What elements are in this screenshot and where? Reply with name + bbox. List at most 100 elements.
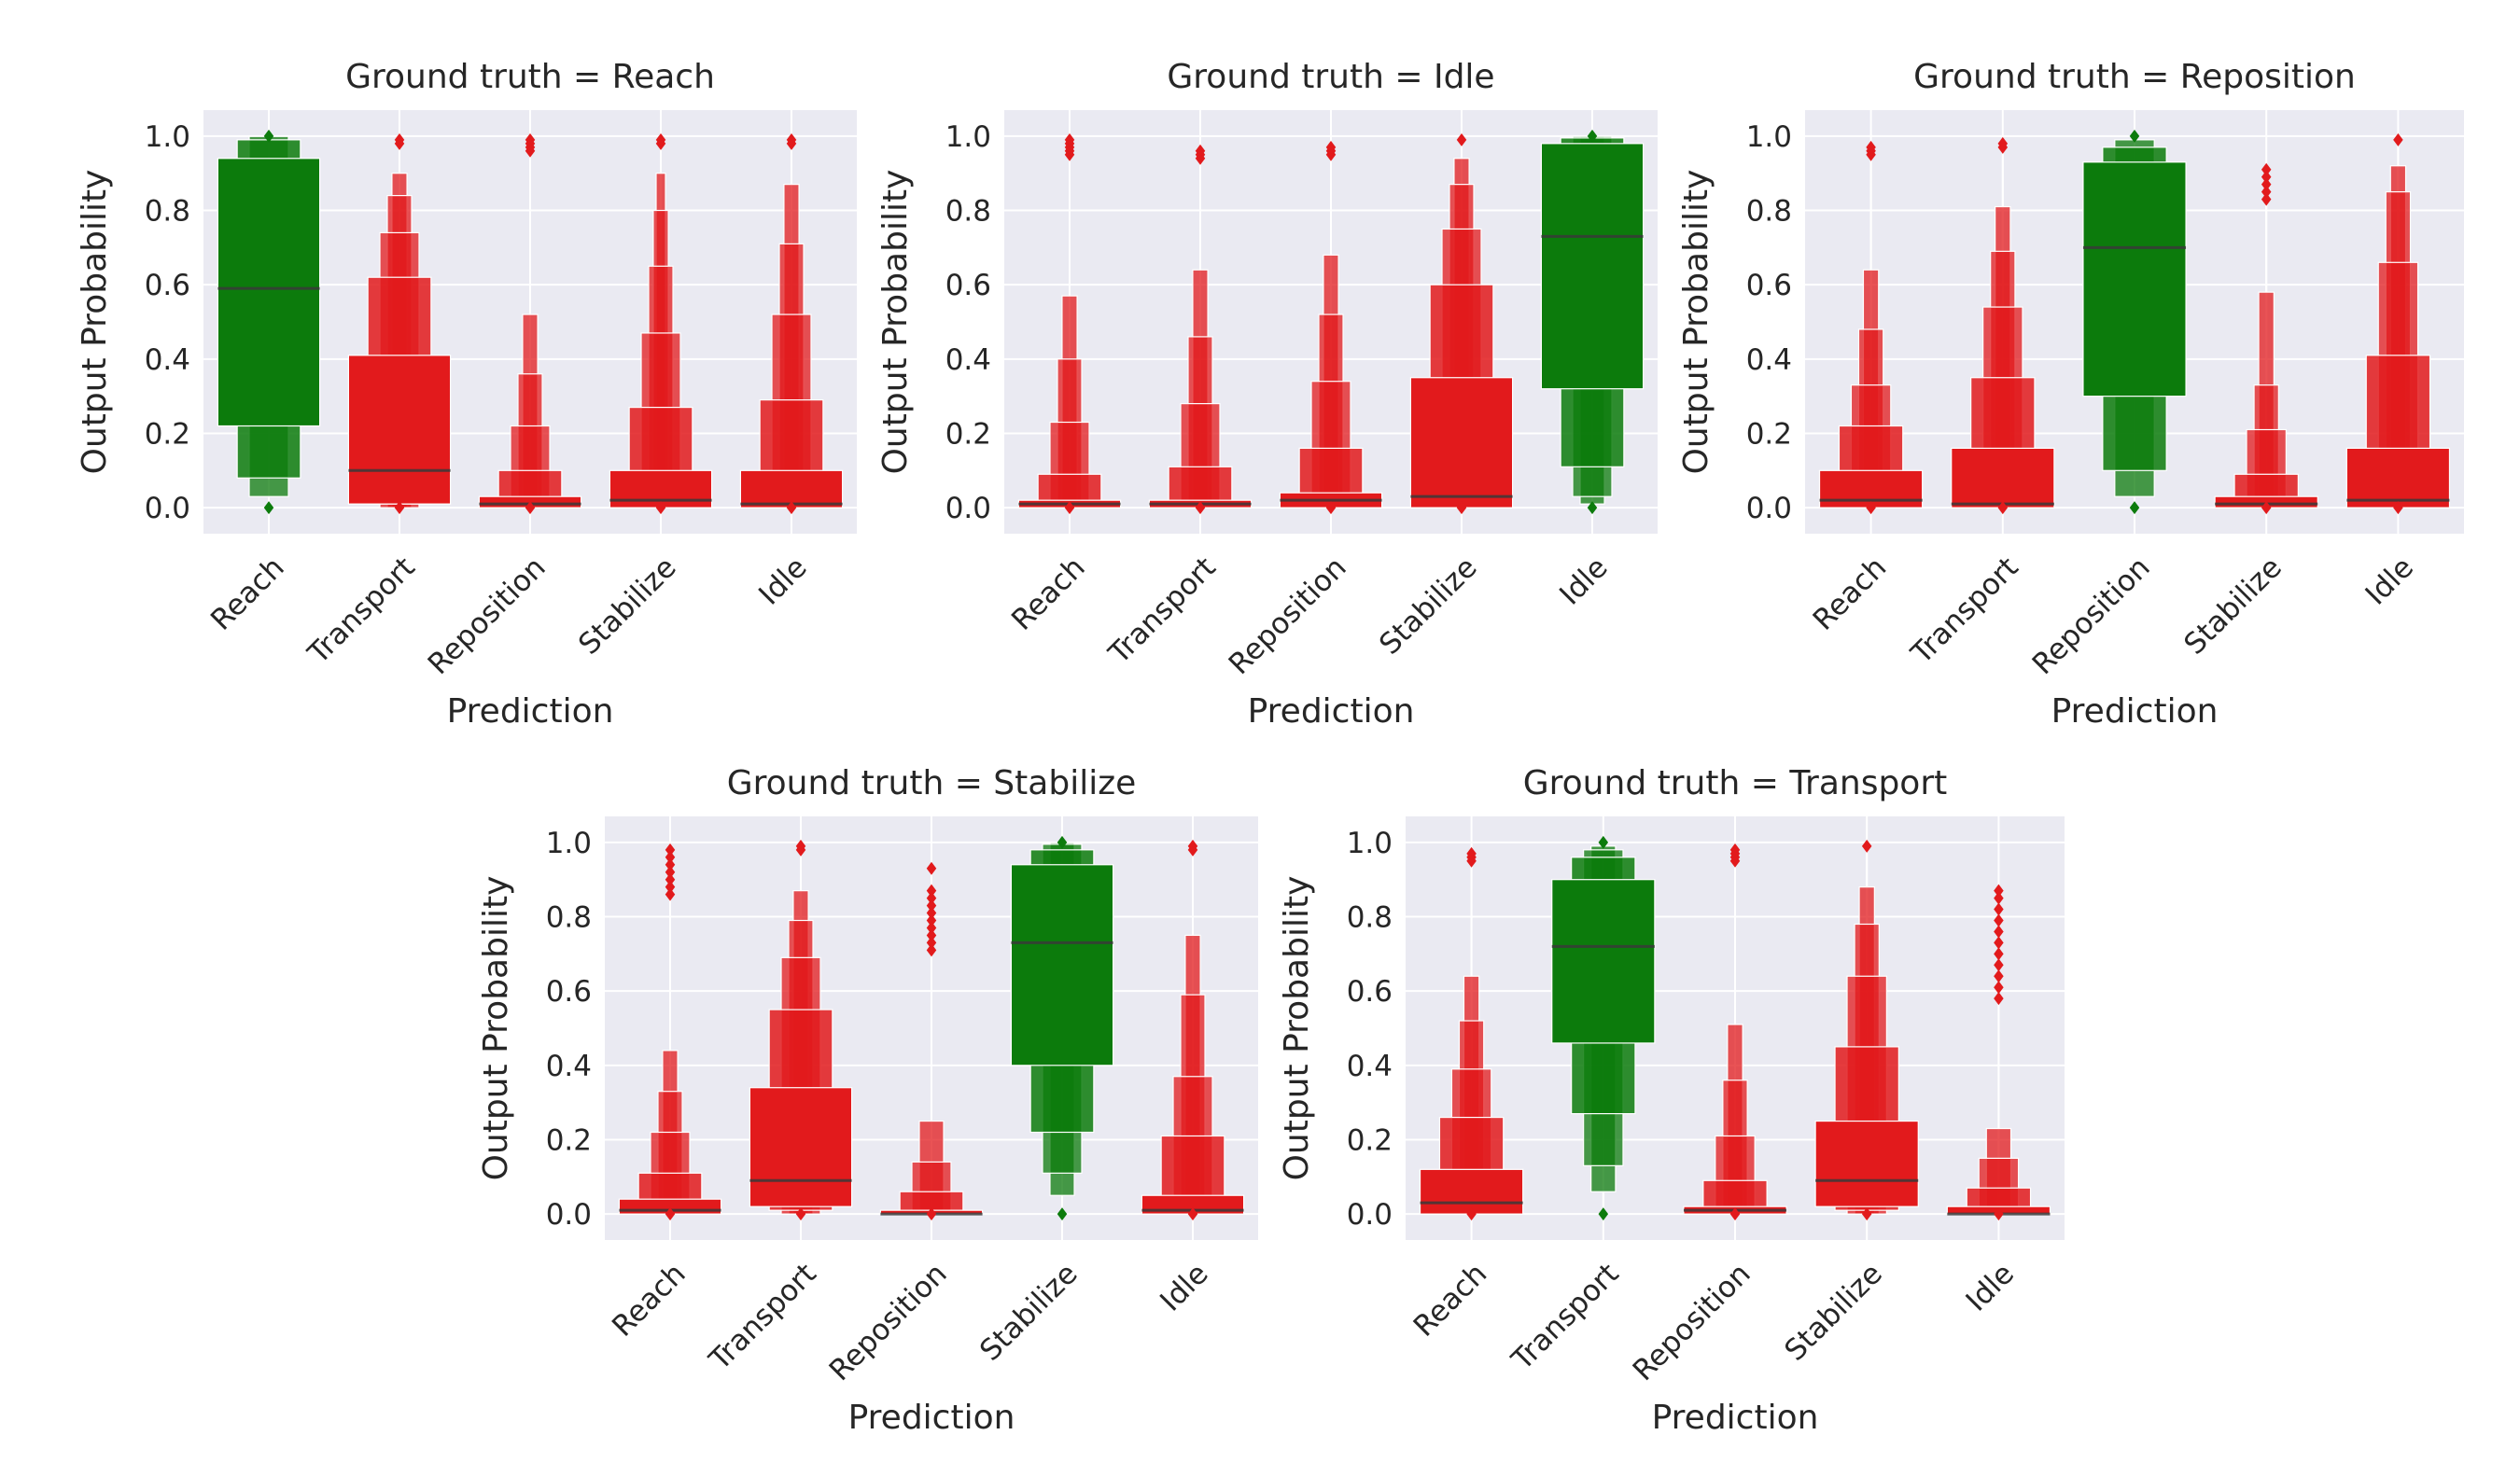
outlier-point <box>1187 1207 1198 1221</box>
boxen-stabilize <box>1010 835 1114 1221</box>
x-axis-label: Prediction <box>447 692 614 731</box>
y-tick-label: 0.4 <box>945 343 991 377</box>
y-tick-label: 0.0 <box>945 492 991 525</box>
outlier-point <box>786 132 797 146</box>
y-tick-label: 0.4 <box>1347 1050 1393 1083</box>
y-tick-label: 0.6 <box>1347 975 1393 1009</box>
outlier-point <box>1587 129 1598 143</box>
outlier-point <box>926 884 937 898</box>
outlier-point <box>1994 992 2004 1006</box>
outlier-point <box>795 839 806 853</box>
outlier-point <box>525 501 536 515</box>
outlier-point <box>926 913 937 927</box>
y-tick-label: 0.0 <box>546 1198 592 1232</box>
outlier-point <box>926 921 937 935</box>
outlier-point <box>1994 902 2004 916</box>
panel-title: Ground truth = Reach <box>345 58 715 96</box>
boxen-idle <box>1540 129 1645 515</box>
boxen-reposition <box>2082 129 2187 515</box>
outlier-point <box>665 1207 676 1221</box>
y-tick-label: 1.0 <box>145 120 190 154</box>
x-axis-label: Prediction <box>2051 692 2219 731</box>
outlier-point <box>1994 981 2004 995</box>
outlier-point <box>1994 891 2004 905</box>
boxen-level <box>749 1087 853 1207</box>
outlier-point <box>795 1207 806 1221</box>
y-tick-label: 0.8 <box>945 195 991 229</box>
boxen-level <box>217 158 321 427</box>
outlier-point <box>1994 958 2004 972</box>
boxen-transport <box>1551 835 1656 1221</box>
outlier-point <box>2129 501 2140 515</box>
outlier-point <box>665 857 676 871</box>
boxen-transport <box>347 132 452 515</box>
outlier-point <box>665 887 676 901</box>
outlier-point <box>1587 501 1598 515</box>
outlier-point <box>1997 501 2009 515</box>
outlier-point <box>1994 969 2004 983</box>
outlier-point <box>2261 501 2272 515</box>
y-tick-label: 0.2 <box>945 417 991 451</box>
y-tick-label: 0.2 <box>1347 1123 1393 1157</box>
outlier-point <box>926 1207 937 1221</box>
y-tick-label: 0.4 <box>1746 343 1792 377</box>
y-tick-label: 0.6 <box>546 975 592 1009</box>
outlier-point <box>665 850 676 864</box>
boxen-level <box>2082 161 2187 397</box>
y-tick-label: 0.8 <box>546 901 592 935</box>
boxen-reposition <box>1683 843 1787 1221</box>
outlier-point <box>525 132 536 146</box>
outlier-point <box>1994 947 2004 961</box>
y-tick-label: 0.0 <box>1347 1198 1393 1232</box>
boxen-idle <box>739 132 844 515</box>
outlier-point <box>1861 1207 1872 1221</box>
y-tick-label: 0.8 <box>145 195 190 229</box>
y-tick-label: 0.0 <box>1746 492 1792 525</box>
y-tick-label: 0.8 <box>1746 195 1792 229</box>
y-tick-label: 0.4 <box>546 1050 592 1083</box>
boxen-reach <box>1419 846 1524 1221</box>
outlier-point <box>1994 913 2004 927</box>
outlier-point <box>1456 501 1467 515</box>
outlier-point <box>926 899 937 913</box>
outlier-point <box>665 843 676 857</box>
y-tick-label: 1.0 <box>1347 827 1393 860</box>
outlier-point <box>2261 185 2272 199</box>
outlier-point <box>1466 846 1477 860</box>
outlier-point <box>655 132 666 146</box>
outlier-point <box>665 865 676 879</box>
outlier-point <box>2129 129 2140 143</box>
outlier-point <box>1057 1207 1068 1221</box>
y-tick-label: 0.2 <box>1746 417 1792 451</box>
x-axis-label: Prediction <box>1652 1399 1819 1437</box>
outlier-point <box>665 880 676 894</box>
boxen-reposition <box>478 132 582 515</box>
boxen-idle <box>1946 884 2051 1221</box>
y-tick-label: 0.2 <box>546 1123 592 1157</box>
y-tick-label: 1.0 <box>1746 120 1792 154</box>
boxen-reposition <box>1279 140 1383 515</box>
outlier-point <box>1195 144 1206 158</box>
outlier-point <box>926 943 937 957</box>
boxen-transport <box>749 839 853 1221</box>
outlier-point <box>1325 140 1337 154</box>
outlier-point <box>926 928 937 942</box>
outlier-point <box>1598 1207 1609 1221</box>
boxen-level <box>1540 143 1645 390</box>
boxen-idle <box>1141 839 1245 1221</box>
outlier-point <box>2393 132 2403 146</box>
outlier-point <box>1994 1207 2004 1221</box>
y-axis-label: Output Probability <box>76 170 114 475</box>
y-tick-label: 0.6 <box>145 269 190 302</box>
outlier-point <box>1057 835 1068 849</box>
panel-title: Ground truth = Reposition <box>1913 58 2356 96</box>
boxen-reach <box>1017 132 1122 515</box>
outlier-point <box>1994 884 2004 898</box>
outlier-point <box>1994 936 2004 950</box>
outlier-point <box>1729 1207 1741 1221</box>
outlier-point <box>263 129 274 143</box>
boxen-level <box>347 355 452 505</box>
boxen-stabilize <box>1409 132 1514 515</box>
outlier-point <box>394 136 405 150</box>
